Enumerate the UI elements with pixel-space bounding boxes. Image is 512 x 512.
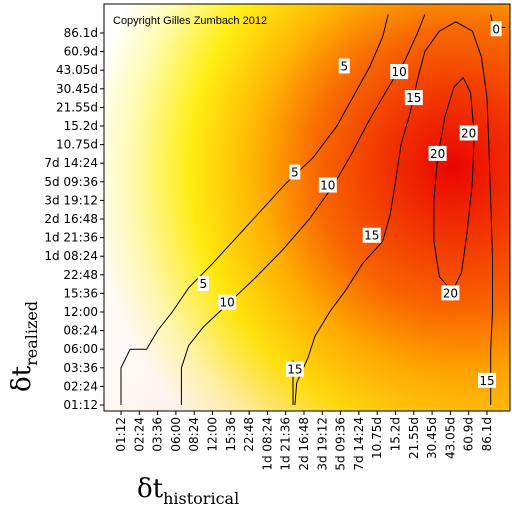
- y-tick-label: 1d 21:36: [44, 231, 98, 245]
- x-tick-label: 5d 09:36: [334, 417, 348, 471]
- x-tick-label: 10.75d: [370, 417, 384, 459]
- svg-text:20: 20: [461, 126, 476, 140]
- x-tick-label: 01:12: [114, 417, 128, 452]
- copyright-notice: Copyright Gilles Zumbach 2012: [113, 15, 267, 27]
- contour-label: 10: [318, 177, 337, 193]
- svg-text:10: 10: [392, 65, 407, 79]
- contour-15-outer: [294, 21, 493, 406]
- x-tick-label: 06:00: [169, 417, 183, 452]
- svg-text:15: 15: [406, 91, 421, 105]
- contour-labels: 5 5 5 10 10 10 15 15 15 15 20 20 20 0: [197, 21, 502, 388]
- y-tick-label: 01:12: [63, 398, 98, 412]
- contour-label: 20: [459, 125, 478, 141]
- svg-text:δtrealized: δtrealized: [7, 301, 41, 392]
- x-tick-label: 60.9d: [462, 417, 476, 451]
- x-tick-label: 1d 08:24: [260, 417, 274, 471]
- y-tick-label: 15.2d: [64, 119, 98, 133]
- svg-text:10: 10: [219, 296, 234, 310]
- plot-area: 5 5 5 10 10 10 15 15 15 15 20 20 20 0: [104, 4, 510, 411]
- y-tick-label: 06:00: [63, 342, 98, 356]
- y-tick-label: 03:36: [63, 361, 98, 375]
- x-axis-subscript: historical: [163, 489, 239, 508]
- y-tick-label: 10.75d: [56, 138, 98, 152]
- y-tick-label: 2d 16:48: [44, 212, 98, 226]
- y-tick-label: 86.1d: [64, 26, 98, 40]
- svg-text:5: 5: [200, 277, 208, 291]
- y-tick-label: 30.45d: [56, 82, 98, 96]
- x-tick-label: 1d 21:36: [279, 417, 293, 471]
- x-tick-label: 3d 19:12: [315, 417, 329, 471]
- x-tick-label: 22:48: [242, 417, 256, 452]
- contour-label: 15: [404, 90, 423, 106]
- svg-text:10: 10: [320, 179, 335, 193]
- contour-label: 20: [428, 145, 447, 161]
- y-tick-label: 5d 09:36: [44, 175, 98, 189]
- contour-label: 20: [441, 285, 460, 301]
- svg-text:5: 5: [291, 166, 299, 180]
- contour-label: 0: [490, 21, 502, 37]
- y-tick-label: 1d 08:24: [44, 249, 98, 263]
- x-axis-title: δthistorical: [137, 474, 239, 508]
- svg-text:20: 20: [430, 147, 445, 161]
- x-tick-label: 15.2d: [389, 417, 403, 451]
- contour-label: 15: [478, 372, 496, 388]
- contour-20: [433, 76, 475, 292]
- plot-frame: [103, 3, 511, 412]
- y-axis-title: δtrealized: [7, 301, 41, 392]
- svg-text:δthistorical: δthistorical: [137, 474, 239, 508]
- y-axis-ticks: 01:12 02:24 03:36 06:00 08:24 12:00 15:36 22:48…: [44, 26, 104, 412]
- y-tick-label: 3d 19:12: [44, 193, 98, 207]
- contour-5: [120, 14, 389, 405]
- contour-label: 10: [218, 294, 237, 310]
- contour-label: 5: [338, 58, 350, 73]
- y-tick-label: 21.55d: [56, 100, 98, 114]
- x-tick-label: 12:00: [206, 417, 220, 452]
- x-tick-label: 02:24: [132, 417, 146, 452]
- contour-label: 15: [285, 361, 304, 377]
- x-tick-label: 30.45d: [425, 417, 439, 459]
- x-tick-label: 43.05d: [443, 417, 457, 459]
- y-tick-label: 22:48: [63, 268, 98, 282]
- y-tick-label: 15:36: [63, 286, 98, 300]
- contour-label: 5: [289, 164, 301, 180]
- y-tick-label: 60.9d: [64, 45, 98, 59]
- x-tick-label: 15:36: [224, 417, 238, 452]
- x-axis-ticks: 01:12 02:24 03:36 06:00 08:24 12:00 15:36 22:48…: [114, 411, 494, 471]
- y-axis-subscript: realized: [22, 301, 41, 366]
- x-tick-label: 03:36: [151, 417, 165, 452]
- heat-wash: [104, 4, 510, 411]
- x-tick-label: 7d 14:24: [352, 417, 366, 471]
- y-tick-label: 08:24: [63, 324, 98, 338]
- y-tick-label: 43.05d: [56, 63, 98, 77]
- contour-label: 5: [197, 276, 209, 292]
- contour-label: 15: [362, 227, 381, 243]
- x-tick-label: 2d 16:48: [297, 417, 311, 471]
- x-tick-label: 86.1d: [480, 417, 494, 451]
- y-tick-label: 12:00: [63, 305, 98, 319]
- x-tick-label: 08:24: [187, 417, 201, 452]
- y-axis-symbol: δt: [7, 365, 37, 392]
- svg-text:15: 15: [479, 374, 494, 388]
- svg-text:15: 15: [287, 363, 302, 377]
- contour-label: 10: [390, 64, 409, 80]
- svg-text:20: 20: [443, 286, 458, 300]
- y-tick-label: 7d 14:24: [44, 156, 98, 170]
- svg-text:5: 5: [340, 59, 348, 73]
- y-tick-label: 02:24: [63, 379, 98, 393]
- x-axis-symbol: δt: [137, 474, 164, 504]
- svg-text:15: 15: [364, 229, 379, 243]
- svg-text:0: 0: [492, 22, 500, 36]
- x-tick-label: 21.55d: [407, 417, 421, 459]
